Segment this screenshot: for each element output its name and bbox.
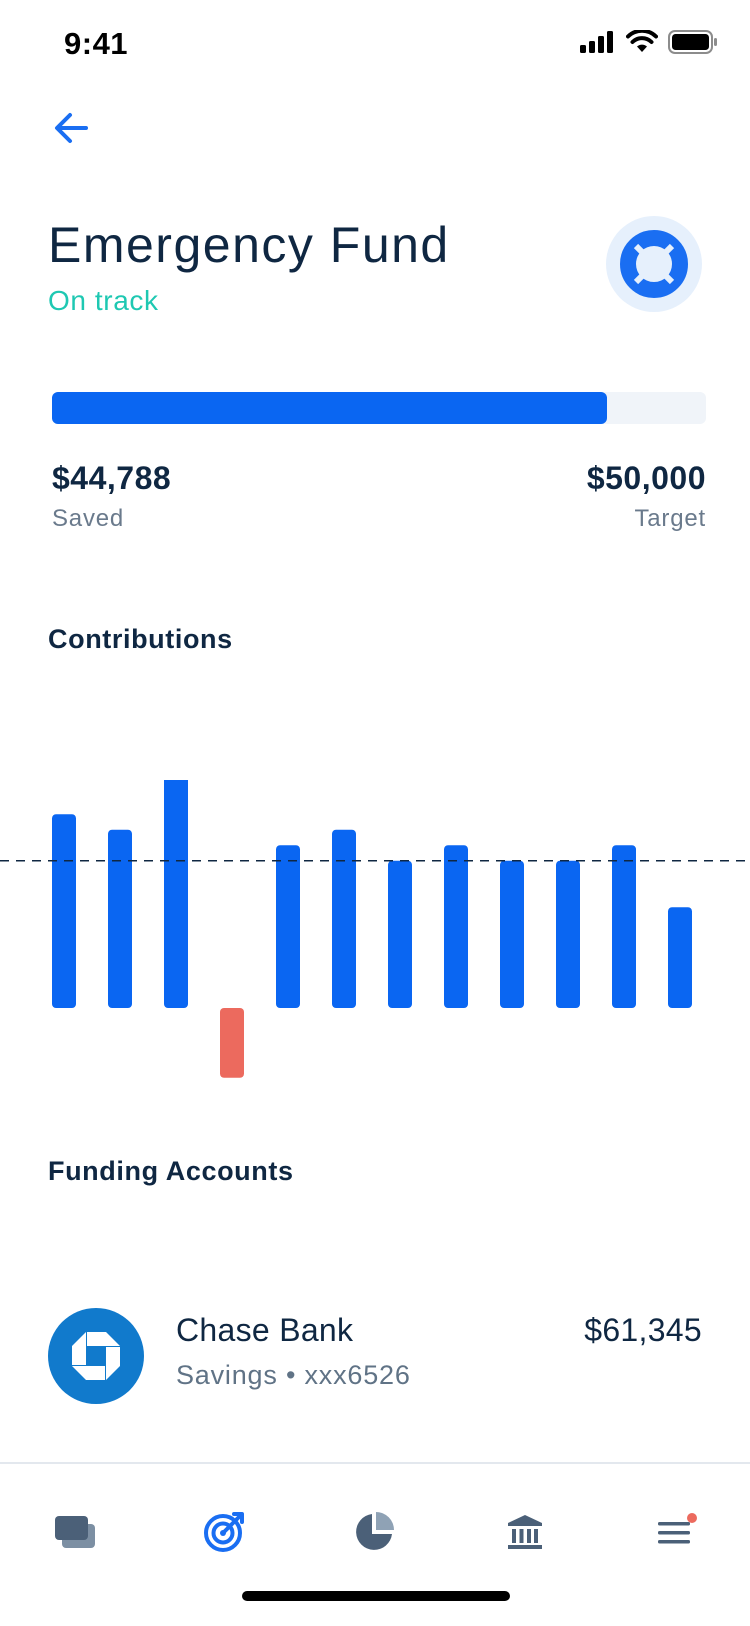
contributions-chart: [0, 780, 750, 1078]
page-title: Emergency Fund: [48, 217, 450, 273]
chase-logo-icon: [48, 1308, 144, 1404]
signal-icon: [580, 31, 613, 53]
back-arrow-icon: [55, 113, 88, 143]
battery-icon: [668, 30, 717, 54]
goal-status: On track: [48, 285, 159, 316]
contributions-heading: Contributions: [48, 624, 233, 654]
saved-amount: $44,788: [52, 460, 172, 496]
contribution-bar: [444, 845, 468, 1008]
goal-avatar: [606, 216, 702, 312]
contribution-bar: [332, 829, 356, 1008]
contribution-bar: [388, 860, 412, 1008]
home-indicator: [242, 1591, 510, 1601]
notification-badge: [687, 1513, 697, 1523]
contribution-bar: [220, 1008, 244, 1078]
cards-icon: [55, 1516, 95, 1548]
contribution-bar: [556, 860, 580, 1008]
bank-icon: [508, 1515, 542, 1549]
tab-menu[interactable]: [648, 1504, 704, 1560]
tab-goals[interactable]: [196, 1504, 252, 1560]
contribution-bar: [612, 845, 636, 1008]
contribution-bar: [500, 860, 524, 1008]
status-time: 9:41: [64, 26, 129, 61]
menu-icon: [658, 1513, 697, 1544]
target-amount: $50,000: [586, 460, 706, 496]
goal-progress-fill: [52, 392, 608, 424]
wifi-icon: [626, 30, 658, 52]
back-button[interactable]: [48, 104, 96, 152]
pie-chart-icon: [356, 1512, 394, 1550]
account-balance: $61,345: [584, 1312, 702, 1348]
contribution-bar: [164, 780, 188, 1008]
lifebuoy-icon: [620, 230, 688, 298]
status-icons: [580, 30, 718, 54]
contribution-bar: [52, 814, 76, 1008]
saved-label: Saved: [52, 505, 125, 532]
tab-banking[interactable]: [497, 1504, 553, 1560]
contribution-bar: [276, 845, 300, 1008]
target-label: Target: [634, 505, 706, 532]
account-name: Chase Bank: [176, 1312, 354, 1348]
account-detail: Savings • xxx6526: [176, 1360, 411, 1390]
funding-account-row[interactable]: Chase Bank Savings • xxx6526 $61,345: [0, 1300, 750, 1420]
contribution-bar: [668, 907, 692, 1008]
funding-accounts-heading: Funding Accounts: [48, 1156, 294, 1186]
contribution-bar: [108, 829, 132, 1008]
tab-budget[interactable]: [346, 1504, 402, 1560]
target-icon: [204, 1512, 244, 1552]
goal-progress-bar: [52, 392, 706, 424]
tab-bar: [0, 1462, 750, 1626]
tab-accounts[interactable]: [47, 1504, 103, 1560]
